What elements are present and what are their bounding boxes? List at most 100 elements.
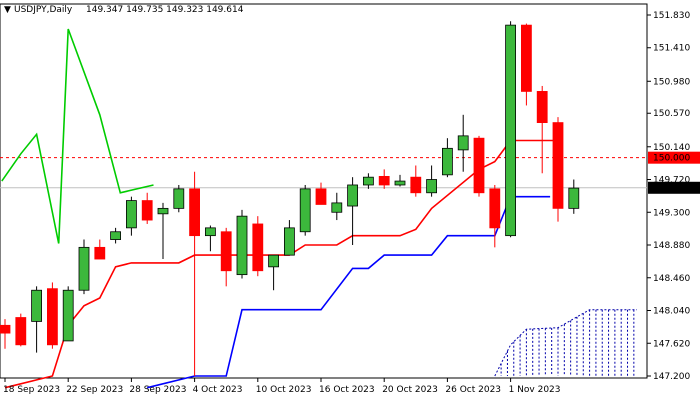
bull-candle	[362, 173, 374, 189]
level-150-tag: 150.000	[653, 154, 690, 164]
price-tick-label: 150.140	[653, 143, 690, 153]
price-tick-label: 150.570	[653, 109, 690, 119]
bull-candle	[236, 209, 248, 279]
candle-body	[157, 207, 169, 215]
bull-candle	[78, 239, 90, 295]
candle-body	[536, 91, 548, 123]
bull-candle	[110, 227, 121, 244]
last-price-tag-bg	[648, 181, 700, 194]
bear-candle	[536, 85, 548, 174]
bull-candle	[457, 114, 469, 172]
bull-candle	[347, 177, 359, 246]
candle-body	[236, 215, 248, 276]
bear-candle	[552, 117, 564, 222]
candle-body	[173, 188, 185, 209]
candle-body	[283, 227, 295, 256]
bull-candle	[126, 196, 137, 236]
bull-candle	[394, 174, 406, 187]
candle-body	[220, 231, 232, 272]
candle-body	[204, 227, 216, 237]
bear-candle	[315, 182, 327, 205]
candle-body	[252, 223, 264, 272]
symbol-label: USDJPY,Daily	[14, 5, 73, 15]
bear-candle	[94, 239, 106, 260]
bull-candle	[204, 225, 216, 252]
bear-candle	[410, 165, 422, 197]
date-tick-label: 22 Sep 2023	[66, 385, 123, 395]
date-tick-label: 20 Oct 2023	[382, 385, 438, 395]
price-tick-label: 148.460	[653, 274, 690, 284]
date-tick-label: 26 Oct 2023	[445, 385, 501, 395]
candle-body	[568, 187, 580, 209]
candle-body	[410, 176, 422, 194]
cloud-upper-edge	[494, 309, 637, 377]
price-tick-label: 150.980	[653, 77, 690, 87]
price-tick-label: 147.620	[653, 339, 690, 349]
bull-candle	[157, 202, 169, 260]
axes: 151.830 151.410 150.980 150.570 150.140 149.7…	[3, 11, 700, 395]
candle-body	[126, 200, 137, 229]
candle-body	[331, 202, 343, 213]
price-tick-label: 148.880	[653, 241, 690, 251]
candle-body	[473, 137, 485, 194]
candle-body	[62, 289, 74, 342]
bull-candle	[268, 254, 280, 291]
candle-body	[110, 231, 121, 240]
bear-candle	[252, 216, 264, 277]
candle-body	[15, 317, 27, 346]
bear-candle	[47, 282, 58, 349]
candle-body	[378, 175, 390, 186]
candle-body	[426, 179, 438, 194]
bear-candle	[189, 171, 201, 376]
ichimoku-cloud	[494, 309, 637, 377]
price-tick-label: 149.720	[653, 176, 690, 186]
bull-candle	[283, 220, 295, 256]
ohlc-values: 149.347 149.735 149.323 149.614	[86, 5, 244, 15]
chikou-line	[1, 28, 154, 244]
kijun-line	[147, 195, 551, 389]
last-price-tag: 149.614	[653, 184, 690, 194]
bear-candle	[378, 169, 390, 189]
candle-body	[552, 122, 564, 209]
candle-body	[141, 200, 153, 221]
candle-body	[362, 176, 374, 186]
bear-candle	[220, 227, 232, 287]
date-tick-label: 18 Sep 2023	[3, 385, 60, 395]
candle-body	[521, 24, 532, 92]
candles	[0, 21, 580, 376]
bear-candle	[141, 192, 153, 224]
bull-candle	[568, 179, 580, 214]
price-tick-label: 151.830	[653, 11, 690, 21]
bull-candle	[441, 138, 453, 178]
date-tick-label: 28 Sep 2023	[129, 385, 186, 395]
date-tick-label: 16 Oct 2023	[319, 385, 375, 395]
candle-body	[347, 184, 359, 207]
bear-candle	[473, 135, 485, 197]
candle-body	[457, 135, 469, 151]
bear-candle	[489, 184, 501, 248]
bull-candle	[173, 184, 185, 213]
price-tick-label: 151.410	[653, 44, 690, 54]
date-tick-label: 1 Nov 2023	[509, 385, 561, 395]
candle-body	[489, 188, 501, 229]
candle-body	[505, 24, 517, 237]
bull-candle	[62, 286, 74, 342]
bull-candle	[331, 192, 343, 221]
date-tick-label: 4 Oct 2023	[193, 385, 243, 395]
candle-body	[189, 188, 201, 237]
candle-body	[394, 180, 406, 186]
level-150-tag-bg	[648, 151, 700, 164]
price-tick-label: 149.300	[653, 208, 690, 218]
bull-candle	[426, 165, 438, 197]
bull-candle	[31, 286, 43, 353]
price-tick-label: 147.200	[653, 372, 690, 382]
candle-body	[47, 288, 58, 346]
candle-body	[0, 324, 11, 334]
bear-candle	[15, 313, 27, 347]
chart-header: ▼ USDJPY,Daily 149.347 149.735 149.323 1…	[4, 5, 244, 15]
candle-body	[78, 246, 90, 291]
price-levels	[0, 157, 647, 189]
bull-candle	[299, 184, 311, 236]
